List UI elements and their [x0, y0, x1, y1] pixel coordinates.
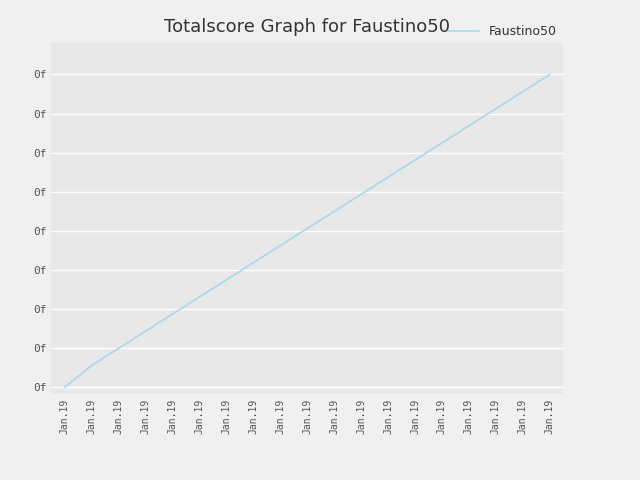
Title: Totalscore Graph for Faustino50: Totalscore Graph for Faustino50 — [164, 18, 450, 36]
Faustino50 — [411, 157, 419, 163]
Legend: Faustino50: Faustino50 — [448, 25, 557, 38]
Line: Faustino50: Faustino50 — [65, 74, 550, 387]
Faustino50 — [223, 277, 230, 283]
Faustino50 — [303, 226, 311, 231]
Faustino50 — [141, 328, 149, 334]
Faustino50 — [61, 384, 68, 390]
Faustino50 — [492, 106, 500, 111]
Faustino50 — [276, 243, 284, 249]
Faustino50 — [115, 346, 122, 351]
Faustino50 — [357, 192, 365, 197]
Faustino50 — [384, 174, 392, 180]
Faustino50 — [438, 140, 446, 146]
Faustino50 — [168, 311, 176, 317]
Faustino50 — [250, 260, 257, 265]
Faustino50 — [465, 123, 473, 129]
Faustino50 — [196, 294, 204, 300]
Faustino50 — [546, 72, 554, 77]
Faustino50 — [519, 89, 527, 95]
Faustino50 — [88, 362, 95, 368]
Faustino50 — [330, 208, 338, 214]
